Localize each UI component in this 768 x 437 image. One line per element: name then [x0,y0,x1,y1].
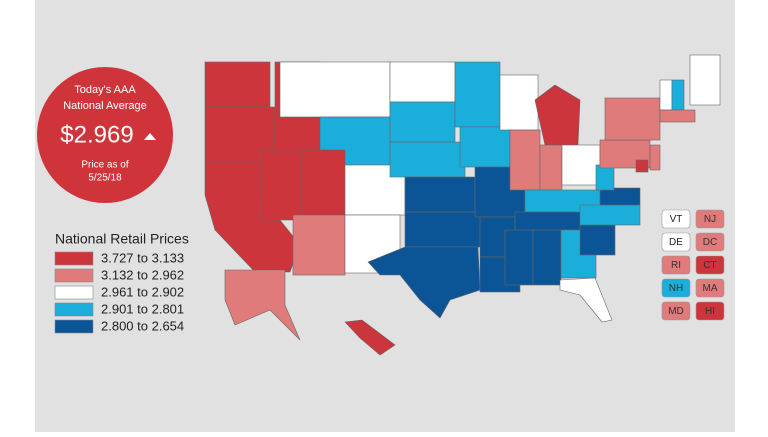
state [344,319,396,356]
state [604,97,661,141]
state [459,126,511,168]
state-box-label: NJ [704,214,716,225]
us-map [204,54,721,356]
state-box-label: DE [669,237,683,248]
state [367,246,481,319]
state-box-label: MD [668,306,684,317]
state [599,187,641,206]
state [539,144,563,191]
legend: 3.727 to 3.133 3.132 to 2.962 2.961 to 2.9… [54,250,184,334]
state [259,149,301,221]
state [404,211,481,248]
state [389,61,456,103]
legend-label: 3.132 to 2.962 [101,267,184,282]
state [204,61,271,108]
state [561,144,601,186]
state-box [661,255,691,275]
small-states: VT NJ DE DC RI CT NH MA MD HI [661,209,725,321]
badge-text: Price as of [81,160,128,171]
state [534,84,581,146]
state-box [661,301,691,321]
legend-swatch [54,268,94,283]
state [404,176,476,213]
state [499,74,539,131]
state [649,144,661,171]
badge-text: National Average [63,100,147,112]
state [635,159,649,173]
state-box-label: VT [670,214,683,225]
state [595,164,615,191]
legend-label: 3.727 to 3.133 [101,250,184,265]
state [292,214,346,276]
state-box-label: DC [703,237,717,248]
legend-swatch [54,251,94,266]
legend-label: 2.901 to 2.801 [101,301,184,316]
state [389,141,466,178]
state-box [661,209,691,229]
state-box [695,278,725,298]
state [579,224,616,256]
state [532,229,562,286]
state [659,79,673,111]
state-box-label: MA [703,283,718,294]
legend-swatch [54,319,94,334]
legend-swatch [54,285,94,300]
up-arrow [144,133,156,140]
state [659,109,696,123]
state-box-label: RI [671,260,681,271]
badge-text: Today's AAA [74,84,136,96]
legend-title: National Retail Prices [55,231,189,247]
state [671,79,685,111]
state-box [695,232,725,252]
state-box [695,301,725,321]
state-box-label: HI [705,306,715,317]
state [559,277,613,323]
state [224,269,301,341]
state [579,204,641,226]
badge-text: 5/25/18 [88,173,122,184]
state [509,129,541,191]
state [504,229,534,286]
state [299,149,346,216]
badge-price: $2.969 [60,121,133,148]
price-badge [37,67,173,203]
state-box [661,278,691,298]
state-box-label: NH [669,283,683,294]
state-box [695,209,725,229]
state [689,54,721,106]
state-box [661,232,691,252]
legend-label: 2.961 to 2.902 [101,284,184,299]
legend-swatch [54,302,94,317]
legend-label: 2.800 to 2.654 [101,318,184,333]
state-box [695,255,725,275]
state-box-label: CT [703,260,716,271]
state [279,61,391,118]
state [454,61,501,128]
state [389,101,456,143]
